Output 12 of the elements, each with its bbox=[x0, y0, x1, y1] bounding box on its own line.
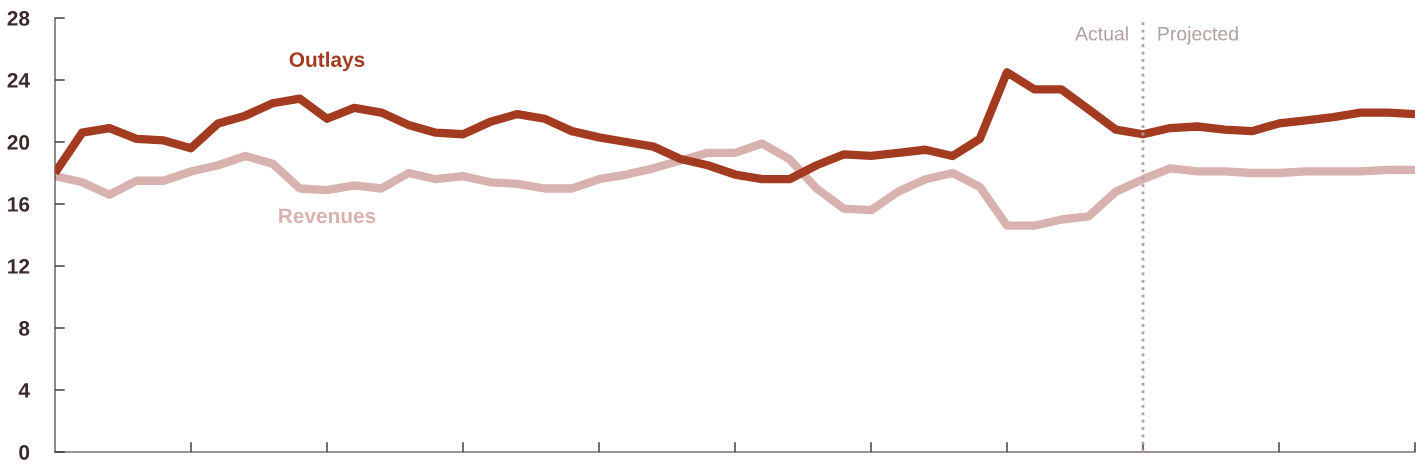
annotation: Actual bbox=[1075, 26, 1128, 41]
series-label: Outlays bbox=[289, 51, 365, 72]
y-tick-label: 20 bbox=[7, 135, 30, 150]
y-tick-label: 4 bbox=[18, 383, 30, 398]
y-tick-label: 28 bbox=[7, 11, 30, 26]
series-label: Revenues bbox=[279, 208, 376, 224]
y-tick-label: 16 bbox=[8, 197, 30, 212]
y-tick-label: 24 bbox=[7, 73, 30, 88]
y-tick-label: 0 bbox=[19, 445, 30, 460]
y-tick-label: 8 bbox=[19, 321, 30, 336]
annotation: Projected bbox=[1158, 26, 1238, 45]
y-tick-label: 12 bbox=[8, 259, 30, 274]
